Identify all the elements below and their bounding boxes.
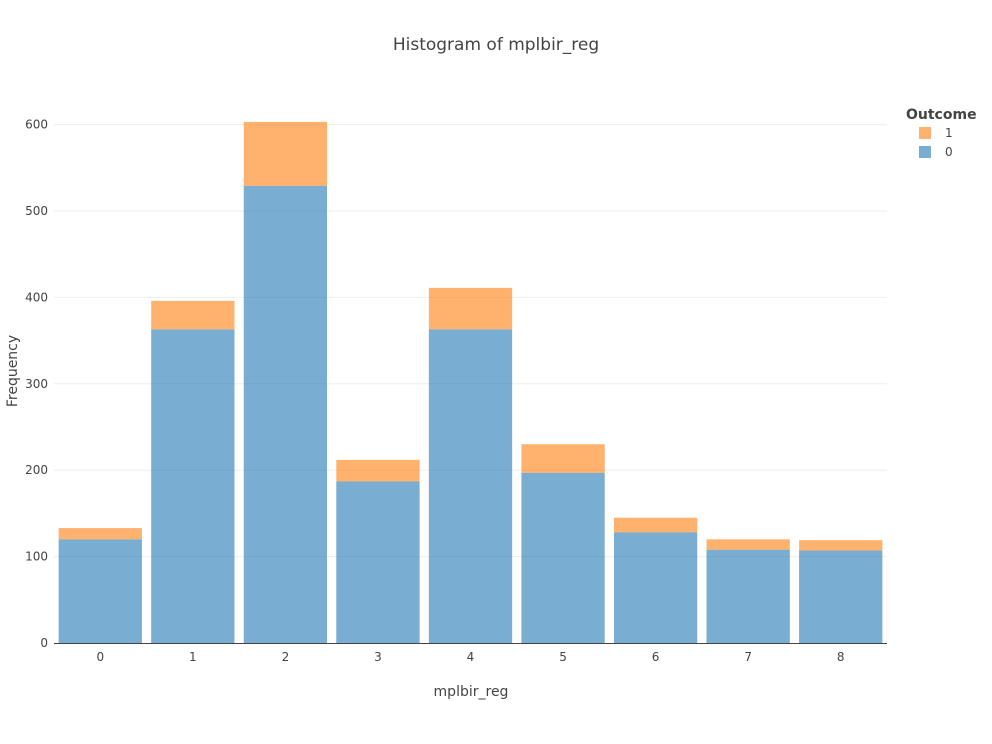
chart-title: Histogram of mplbir_reg <box>393 35 599 55</box>
legend-title: Outcome <box>906 107 977 123</box>
y-tick-label: 0 <box>40 636 48 650</box>
x-tick-label: 7 <box>744 650 752 664</box>
legend-label-0: 0 <box>945 145 953 159</box>
x-tick-label: 3 <box>374 650 382 664</box>
x-tick-label: 2 <box>282 650 290 664</box>
x-tick-label: 8 <box>837 650 845 664</box>
bar-series-1-4 <box>428 287 513 330</box>
bar-series-0-3 <box>336 481 420 643</box>
x-tick-label: 0 <box>96 650 104 664</box>
bar-series-1-0 <box>58 528 142 540</box>
bar-series-0-5 <box>521 472 605 643</box>
x-tick-label: 5 <box>559 650 567 664</box>
x-tick-label: 4 <box>467 650 475 664</box>
bar-series-1-5 <box>521 444 605 473</box>
bar-series-0-2 <box>243 185 328 643</box>
y-tick-label: 500 <box>25 204 48 218</box>
bar-series-1-1 <box>151 300 235 330</box>
legend-swatch-0 <box>919 146 931 158</box>
bar-series-1-8 <box>799 540 883 551</box>
y-tick-labels: 0 100 200 300 400 500 600 <box>25 118 48 650</box>
legend-swatch-1 <box>919 127 931 139</box>
y-tick-label: 300 <box>25 377 48 391</box>
bar-series-0-4 <box>428 329 513 643</box>
bar-series-0-1 <box>151 329 235 643</box>
x-tick-labels: 0 1 2 3 4 5 6 7 8 <box>96 650 844 664</box>
bar-series-1-7 <box>706 539 790 550</box>
bar-series-1-3 <box>336 459 420 482</box>
y-tick-label: 100 <box>25 550 48 564</box>
x-axis-label: mplbir_reg <box>434 684 509 700</box>
x-tick-label: 6 <box>652 650 660 664</box>
y-tick-label: 600 <box>25 118 48 132</box>
bar-series-0-6 <box>613 532 698 643</box>
y-axis-label: Frequency <box>5 335 21 407</box>
y-tick-label: 200 <box>25 463 48 477</box>
bar-series-0-0 <box>58 539 142 643</box>
bar-series-1-6 <box>613 517 698 533</box>
bar-series-1-2 <box>243 121 328 186</box>
bar-series-0-8 <box>799 550 883 643</box>
bar-series-0-7 <box>706 549 790 643</box>
legend: Outcome 1 0 <box>906 107 977 159</box>
x-tick-label: 1 <box>189 650 197 664</box>
bar-stacks <box>58 121 883 643</box>
y-tick-label: 400 <box>25 290 48 304</box>
legend-label-1: 1 <box>945 126 953 140</box>
